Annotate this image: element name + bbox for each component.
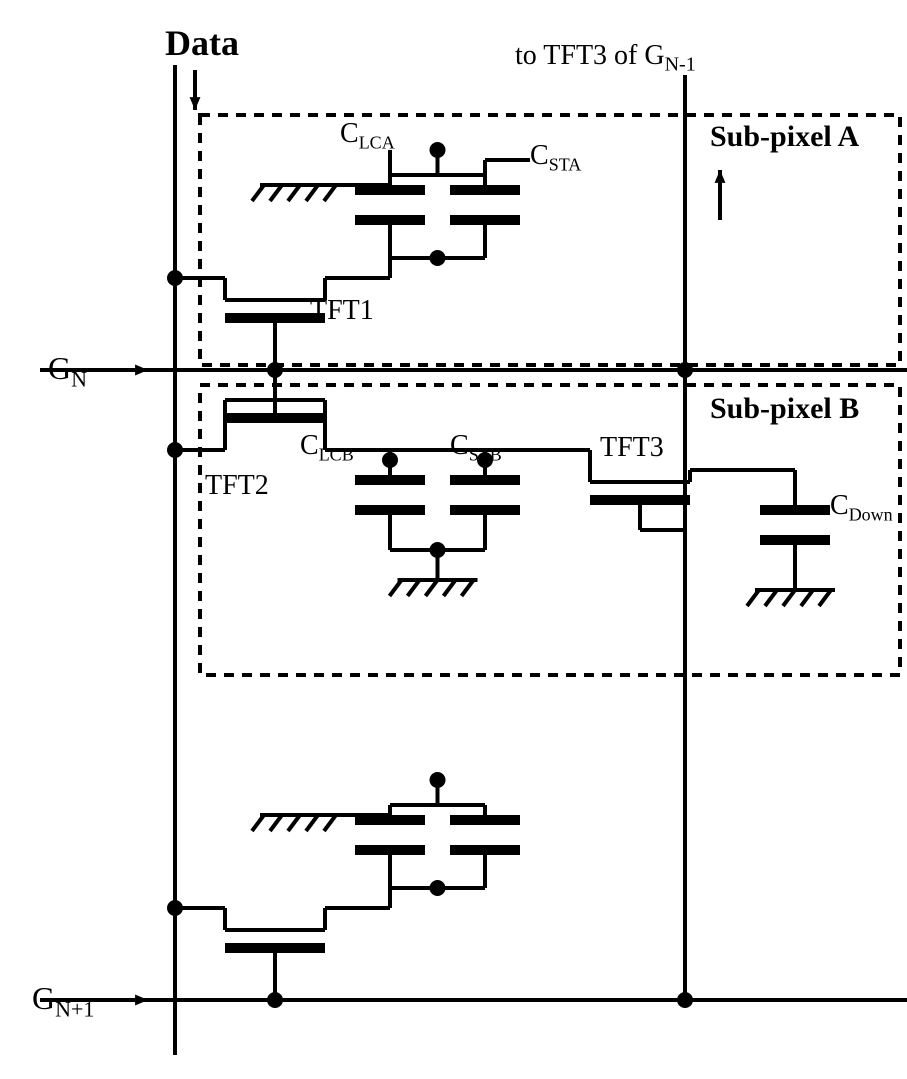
cdown-label: CDown xyxy=(830,490,893,526)
gn1-label: GN+1 xyxy=(32,980,94,1022)
clca-label: CLCA xyxy=(340,118,395,154)
schematic-svg xyxy=(20,20,907,1059)
tft2-label: TFT2 xyxy=(205,470,269,502)
tft1-label: TFT1 xyxy=(310,295,374,327)
sub-pixel-b-label: Sub-pixel B xyxy=(710,392,859,426)
sub-pixel-a-label: Sub-pixel A xyxy=(710,120,859,154)
data-label: Data xyxy=(165,22,239,64)
clcb-label: CLCB xyxy=(300,430,354,466)
to-tft3-label: to TFT3 of GN-1 xyxy=(515,40,696,77)
tft3-label: TFT3 xyxy=(600,432,664,464)
gn-label: GN xyxy=(48,350,87,392)
cstb-label: CSTB xyxy=(450,430,502,466)
csta-label: CSTA xyxy=(530,140,581,176)
circuit-diagram: Data to TFT3 of GN-1 Sub-pixel A Sub-pix… xyxy=(20,20,907,1059)
